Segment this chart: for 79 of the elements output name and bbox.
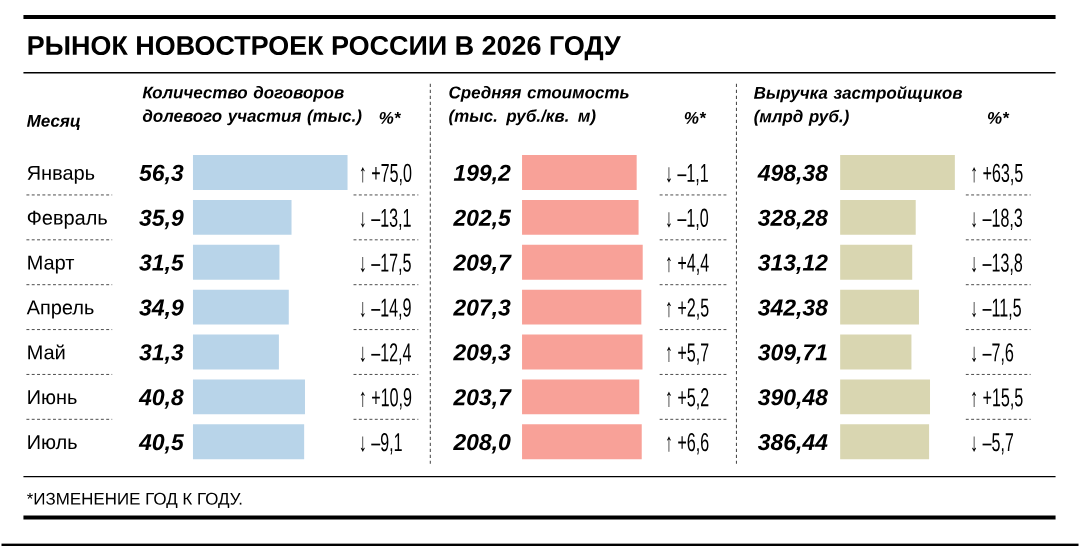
data-label: 498,38 [757,164,828,185]
text: ↓ –14,9 [360,298,411,320]
data-label: 342,38 [757,299,828,319]
bar [192,154,348,190]
text: ↓ –1,1 [667,163,708,185]
bar [840,244,913,280]
data-label: 207,3 [453,299,511,319]
text: ↑ +75,0 [360,163,412,185]
data-label: 34,9 [139,299,184,319]
text: ↓ –11,5 [972,298,1021,320]
x-axis-title: Средняя стоимость (тыс. руб./кв. м) [449,85,629,126]
data-label: 202,5 [453,209,512,229]
y-tick-label: Февраль [27,210,107,229]
bar [840,379,931,415]
text: ↑ +10,9 [360,387,412,410]
x-axis-title: Количество договоров долевого участия (тыс.) [142,85,362,126]
bar [522,199,639,235]
text: ↓ –7,6 [972,343,1014,365]
bar [522,289,642,325]
text: ↑ +63,5 [972,163,1023,185]
data-label: 313,12 [757,254,828,274]
chart-title: РЫНОК НОВОСТРОЕК РОССИИ В 2026 ГОДУ [28,35,621,60]
text: ↑ +6,6 [667,432,709,455]
bar [522,424,642,459]
bar [840,424,930,459]
data-label: 56,3 [139,164,184,185]
text: ↓ –9,1 [360,432,402,455]
data-label: 209,7 [453,254,512,274]
text: ↑ +5,2 [667,387,709,410]
text: ↑ +15,5 [972,388,1023,410]
text: %* [379,111,402,124]
bar [840,334,912,370]
bar [522,154,637,190]
text: ↑ +2,5 [667,298,709,320]
text: ↑ +5,7 [667,343,709,365]
data-label: 203,7 [453,388,512,409]
bar [192,289,289,325]
text: *ИЗМЕНЕНИЕ ГОД К ГОДУ. [26,492,242,508]
bar [840,289,919,325]
text: ↓ –1,0 [667,208,709,230]
x-axis-title: Выручка застройщиков (млрд руб.) [753,85,963,126]
y-tick-label: Январь [27,165,95,184]
bar [192,379,305,415]
data-label: 390,48 [757,388,828,409]
text: %* [987,111,1010,124]
text: ↓ –5,7 [972,433,1014,455]
data-label: 199,2 [453,164,511,185]
bar [192,334,279,370]
text: ↓ –18,3 [972,208,1023,230]
data-label: 31,5 [139,254,184,274]
data-label: 386,44 [757,433,828,454]
y-tick-label: Март [28,255,75,274]
bar [192,199,292,235]
data-label: 309,71 [757,344,827,364]
bar [522,379,640,415]
data-label: 31,3 [139,344,184,364]
data-label: 209,3 [453,344,511,364]
data-label: 328,28 [757,209,828,229]
data-label: 208,0 [453,433,511,454]
text: ↓ –13,8 [972,253,1023,275]
bar [192,244,280,280]
text: ↓ –17,5 [360,253,411,275]
bar [522,334,643,370]
bar [192,424,305,459]
y-tick-label: Май [28,344,65,360]
data-label: 40,5 [138,433,184,454]
bar [840,154,955,190]
data-label: 35,9 [139,209,184,229]
text: ↓ –13,1 [360,208,411,230]
text: ↑ +4,4 [667,253,709,275]
y-tick-label: Июль [28,434,77,449]
bar [522,244,643,280]
text: ↓ –12,4 [360,343,412,365]
y-axis-title: Месяц [26,114,80,130]
text: %* [684,111,707,124]
y-tick-label: Июнь [28,390,77,405]
y-tick-label: Апрель [26,300,94,319]
data-label: 40,8 [138,388,184,409]
bar [840,199,916,235]
